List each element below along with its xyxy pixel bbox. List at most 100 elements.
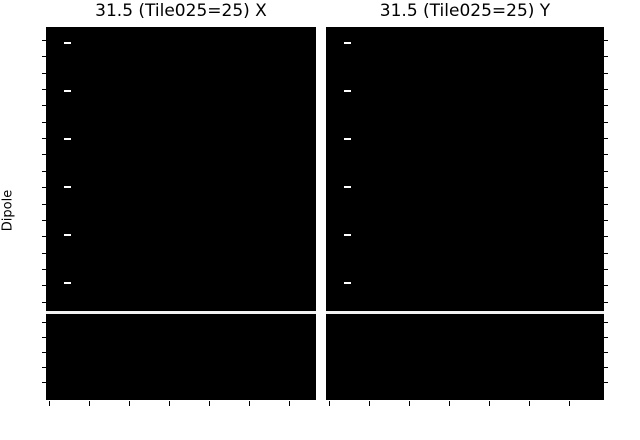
- y-tick-mark-left: [42, 56, 46, 58]
- dipole-label-left: [0, 245, 41, 260]
- x-tick-label: [349, 409, 389, 424]
- x-tick-mark: [49, 401, 50, 406]
- y-tick-mark-right: [604, 382, 608, 383]
- dipole-label-right: [611, 229, 640, 244]
- dipole-label-left: [0, 131, 41, 146]
- y-tick-mark-right: [604, 285, 608, 287]
- y-tick-mark-right: [604, 40, 608, 41]
- y-tick-mark-left: [42, 40, 46, 41]
- x-tick-label: [269, 409, 309, 424]
- x-tick-label: [29, 409, 69, 424]
- x-tick-label: [389, 409, 429, 424]
- y-tick-mark-left: [42, 252, 46, 254]
- y-tick-mark-left: [42, 154, 46, 156]
- y-tick-mark-right: [604, 252, 608, 254]
- x-tick-mark: [449, 401, 450, 406]
- y-tick-mark-left: [42, 367, 46, 368]
- inner-tick-mark: [344, 138, 351, 140]
- x-tick-mark: [569, 401, 570, 406]
- y-tick-mark-right: [604, 105, 608, 107]
- dipole-label-left: [0, 180, 41, 195]
- row-gap-line: [326, 311, 604, 314]
- dipole-label-left: [0, 147, 41, 162]
- y-tick-mark-left: [42, 219, 46, 221]
- y-tick-mark-right: [604, 337, 608, 338]
- y-tick-mark-left: [42, 203, 46, 205]
- x-tick-mark: [89, 401, 90, 406]
- inner-tick-mark: [344, 42, 351, 44]
- dipole-label-left: [0, 261, 41, 276]
- x-tick-mark: [169, 401, 170, 406]
- y-tick-mark-left: [42, 337, 46, 338]
- dipole-label-left: [0, 375, 41, 390]
- dipole-label-right: [611, 261, 640, 276]
- dipole-label-right: [611, 131, 640, 146]
- dipole-label-right: [611, 98, 640, 113]
- dipole-label-left: [0, 33, 41, 48]
- dipole-label-left: [0, 196, 41, 211]
- y-tick-mark-right: [604, 89, 608, 91]
- y-tick-mark-left: [42, 268, 46, 270]
- y-tick-mark-right: [604, 352, 608, 353]
- y-tick-mark-right: [604, 301, 608, 303]
- x-tick-label: [469, 409, 509, 424]
- dipole-label-right: [611, 82, 640, 97]
- y-tick-mark-left: [42, 105, 46, 107]
- y-tick-mark-left: [42, 89, 46, 91]
- dipole-label-right: [611, 245, 640, 260]
- y-tick-mark-left: [42, 121, 46, 123]
- dipole-label-right: [611, 114, 640, 129]
- y-tick-mark-left: [42, 170, 46, 172]
- right-edge-tick-label: [261, 130, 316, 148]
- inner-tick-mark: [344, 186, 351, 188]
- dipole-label-left: [0, 49, 41, 64]
- y-tick-mark-right: [604, 187, 608, 189]
- dipole-label-right: [611, 180, 640, 195]
- dipole-label-right: [611, 345, 640, 360]
- x-tick-label: [189, 409, 229, 424]
- x-tick-mark: [289, 401, 290, 406]
- y-tick-mark-right: [604, 268, 608, 270]
- y-tick-mark-right: [604, 138, 608, 140]
- inner-tick-mark: [64, 90, 71, 92]
- heatmap-panel-y: [326, 27, 604, 400]
- right-edge-tick-label: [261, 226, 316, 244]
- row-gap-line: [46, 311, 316, 314]
- dipole-label-left: [0, 212, 41, 227]
- inner-tick-mark: [64, 186, 71, 188]
- y-tick-mark-right: [604, 203, 608, 205]
- x-tick-mark: [209, 401, 210, 406]
- y-tick-mark-left: [42, 187, 46, 189]
- y-tick-mark-left: [42, 322, 46, 323]
- y-tick-mark-right: [604, 170, 608, 172]
- x-tick-mark: [409, 401, 410, 406]
- inner-tick-mark: [64, 42, 71, 44]
- subplot-title-y: 31.5 (Tile025=25) Y: [379, 1, 551, 21]
- dipole-label-left: [0, 229, 41, 244]
- x-tick-label: [69, 409, 109, 424]
- dipole-label-left: [0, 315, 41, 330]
- y-tick-mark-left: [42, 72, 46, 74]
- right-edge-tick-label: [261, 82, 316, 100]
- y-tick-mark-right: [604, 236, 608, 238]
- dipole-label-right: [611, 212, 640, 227]
- inner-tick-mark: [344, 234, 351, 236]
- x-tick-label: [229, 409, 269, 424]
- dipole-label-right: [611, 163, 640, 178]
- x-tick-mark: [129, 401, 130, 406]
- inner-tick-mark: [344, 282, 351, 284]
- x-tick-mark: [529, 401, 530, 406]
- dipole-label-right: [611, 49, 640, 64]
- y-tick-mark-left: [42, 236, 46, 238]
- dipole-label-left: [0, 360, 41, 375]
- y-tick-mark-right: [604, 322, 608, 323]
- subplot-title-x: 31.5 (Tile025=25) X: [95, 1, 267, 21]
- dipole-label-right: [611, 196, 640, 211]
- x-tick-label: [109, 409, 149, 424]
- dipole-label-left: [0, 278, 41, 293]
- dipole-label-left: [0, 82, 41, 97]
- dipole-label-right: [611, 147, 640, 162]
- y-tick-mark-left: [42, 301, 46, 303]
- dipole-label-right: [611, 65, 640, 80]
- dipole-label-left: [0, 294, 41, 309]
